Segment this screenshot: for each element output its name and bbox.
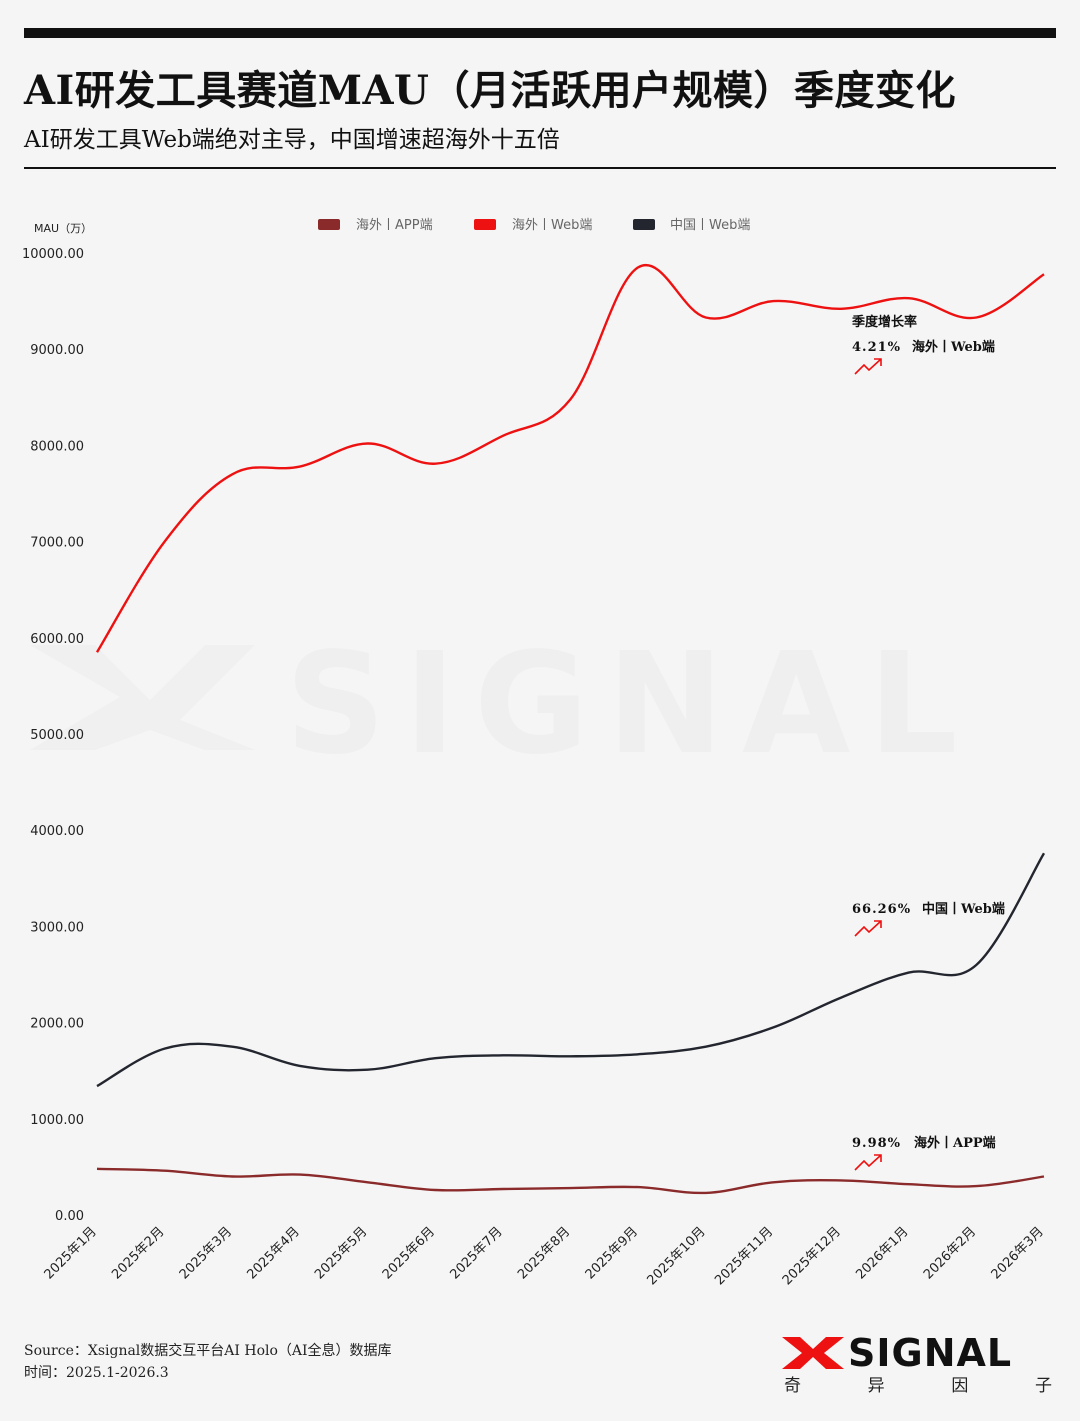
x-tick-label: 2025年5月: [312, 1224, 370, 1282]
y-tick-label: 8000.00: [30, 439, 84, 454]
legend-label-overseas-web: 海外丨Web端: [512, 218, 592, 233]
x-tick-label: 2026年3月: [989, 1224, 1047, 1282]
y-tick-label: 5000.00: [30, 728, 84, 743]
x-tick-label: 2026年1月: [853, 1224, 911, 1282]
y-tick-label: 9000.00: [30, 343, 84, 358]
legend-swatch-overseas-app: [318, 219, 340, 230]
x-tick-label: 2025年12月: [780, 1224, 844, 1288]
growth-heading: 季度增长率: [851, 314, 917, 330]
series-line-china-web: [96, 852, 1046, 1088]
x-tick-label: 2025年9月: [583, 1224, 641, 1282]
growth-overseas-app: 9.98% 海外丨APP端: [852, 1135, 996, 1171]
y-tick-label: 7000.00: [30, 536, 84, 551]
brand-chinese-name: 奇 异 因 子: [782, 1371, 1056, 1396]
legend-label-overseas-app: 海外丨APP端: [356, 218, 433, 233]
series-line-overseas-web: [95, 263, 1045, 653]
watermark: SIGNAL: [30, 623, 976, 786]
y-tick-label: 10000.00: [22, 247, 84, 262]
y-tick-label: 1000.00: [30, 1113, 84, 1128]
growth-china-web: 66.26% 中国丨Web端: [852, 901, 1005, 937]
legend-item-overseas-web[interactable]: 海外丨Web端: [474, 218, 592, 233]
brand-char: 因: [951, 1376, 969, 1396]
page-subtitle: AI研发工具Web端绝对主导，中国增速超海外十五倍: [24, 127, 560, 153]
brand-wordmark: SIGNAL: [848, 1331, 1013, 1375]
growth-overseas-web-series: 海外丨Web端: [912, 339, 995, 355]
x-axis-ticks: 2025年1月 2025年2月 2025年3月 2025年4月 2025年5月 2025年…: [42, 1224, 1047, 1288]
footer-time: 时间：2025.1-2026.3: [24, 1365, 169, 1381]
legend-item-china-web[interactable]: 中国丨Web端: [633, 218, 750, 233]
legend: 海外丨APP端 海外丨Web端 中国丨Web端: [318, 218, 750, 233]
growth-china-web-value: 66.26%: [852, 902, 911, 917]
y-tick-label: 2000.00: [30, 1017, 84, 1032]
x-tick-label: 2025年6月: [380, 1224, 438, 1282]
legend-swatch-overseas-web: [474, 219, 496, 230]
x-tick-label: 2025年8月: [515, 1224, 573, 1282]
x-tick-label: 2025年3月: [177, 1224, 235, 1282]
brand-char: 奇: [784, 1376, 801, 1396]
x-tick-label: 2025年11月: [712, 1224, 776, 1288]
y-tick-label: 3000.00: [30, 920, 84, 935]
growth-overseas-web-value: 4.21%: [852, 340, 901, 355]
footer-source: Source：Xsignal数据交互平台AI Holo（AI全息）数据库: [24, 1343, 392, 1359]
header-divider: [24, 167, 1056, 169]
watermark-x-logo: [30, 645, 255, 750]
growth-overseas-app-series: 海外丨APP端: [914, 1135, 996, 1151]
x-tick-label: 2025年4月: [245, 1224, 303, 1282]
legend-label-china-web: 中国丨Web端: [670, 218, 750, 233]
y-tick-label: 0.00: [55, 1209, 84, 1224]
x-tick-label: 2025年7月: [447, 1224, 505, 1282]
brand-char: 异: [867, 1376, 885, 1396]
y-axis-label: MAU（万）: [34, 222, 92, 235]
page-title: AI研发工具赛道MAU（月活跃用户规模）季度变化: [24, 67, 956, 114]
legend-swatch-china-web: [633, 219, 655, 230]
growth-china-web-series: 中国丨Web端: [922, 901, 1005, 917]
x-tick-label: 2025年1月: [42, 1224, 100, 1282]
series-line-overseas-app: [96, 1167, 1045, 1195]
growth-up-arrow-icon: [854, 920, 882, 937]
growth-up-arrow-icon: [854, 1154, 882, 1171]
watermark-text: SIGNAL: [285, 623, 976, 786]
growth-up-arrow-icon: [854, 358, 882, 375]
y-tick-label: 6000.00: [30, 632, 84, 647]
legend-item-overseas-app[interactable]: 海外丨APP端: [318, 218, 433, 233]
brand-logo: SIGNAL 奇 异 因 子: [782, 1331, 1056, 1396]
x-tick-label: 2025年10月: [645, 1224, 709, 1288]
series-lines: [95, 263, 1046, 1195]
brand-char: 子: [1034, 1376, 1052, 1396]
x-tick-label: 2026年2月: [921, 1224, 979, 1282]
growth-overseas-app-value: 9.98%: [852, 1136, 901, 1151]
x-logo-icon: [782, 1337, 844, 1369]
y-tick-label: 4000.00: [30, 824, 84, 839]
y-axis-ticks: 0.00 1000.00 2000.00 3000.00 4000.00 5000.00 6…: [22, 247, 84, 1224]
x-tick-label: 2025年2月: [109, 1224, 167, 1282]
top-rule: [24, 28, 1056, 38]
growth-overseas-web: 4.21% 海外丨Web端: [852, 339, 995, 375]
growth-annotations: 季度增长率 4.21% 海外丨Web端 66.26% 中国丨Web端 9.98%…: [851, 314, 1005, 1171]
